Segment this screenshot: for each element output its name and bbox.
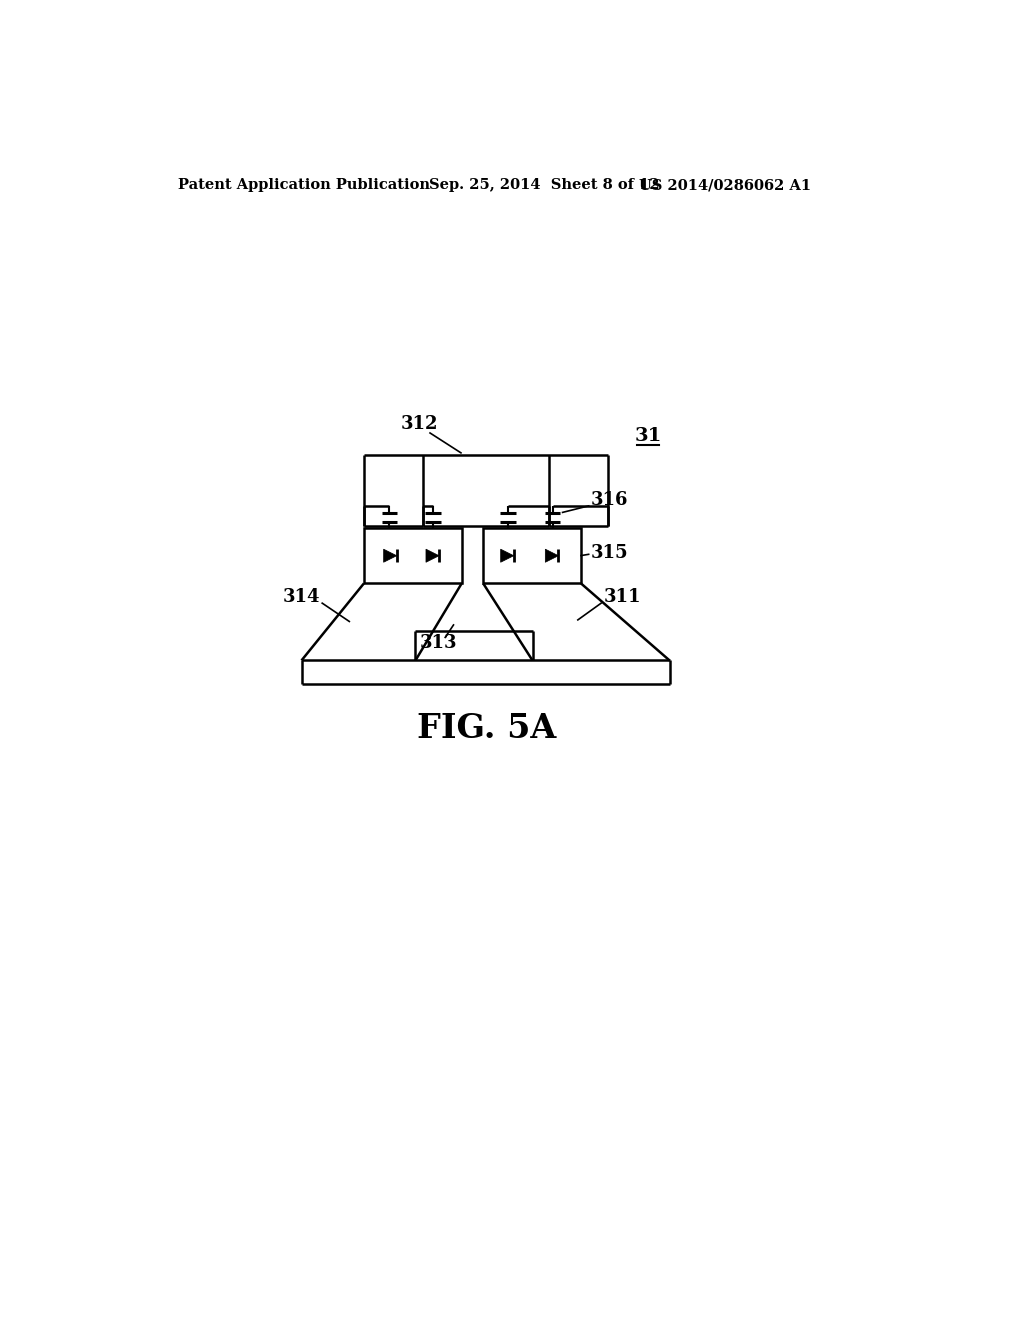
Polygon shape	[501, 549, 514, 562]
Bar	[483, 528, 581, 583]
Text: US 2014/0286062 A1: US 2014/0286062 A1	[639, 178, 811, 193]
Text: Patent Application Publication: Patent Application Publication	[178, 178, 430, 193]
Text: 311: 311	[604, 589, 642, 606]
Bar	[364, 528, 462, 583]
Text: 315: 315	[591, 544, 629, 561]
Polygon shape	[546, 549, 558, 562]
Text: 31: 31	[634, 426, 662, 445]
Text: FIG. 5A: FIG. 5A	[417, 711, 556, 744]
Text: 314: 314	[283, 589, 319, 606]
Text: Sep. 25, 2014  Sheet 8 of 12: Sep. 25, 2014 Sheet 8 of 12	[429, 178, 659, 193]
Polygon shape	[384, 549, 396, 562]
Text: 313: 313	[420, 635, 458, 652]
Text: 312: 312	[400, 414, 438, 433]
Text: 316: 316	[591, 491, 629, 510]
Polygon shape	[426, 549, 439, 562]
